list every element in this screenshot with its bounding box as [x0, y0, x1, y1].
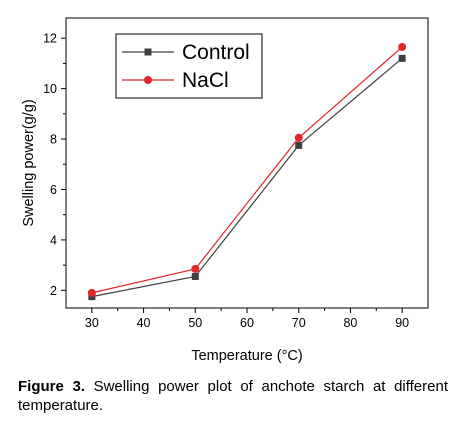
series-nacl	[87, 43, 407, 297]
series-line-control	[91, 57, 403, 298]
x-tick-label: 80	[343, 316, 357, 330]
y-tick-label: 8	[50, 133, 57, 147]
y-tick-label: 2	[50, 284, 57, 298]
caption-text: Swelling power plot of anchote starch at…	[18, 378, 448, 414]
data-point-nacl	[294, 133, 303, 142]
x-tick-label: 60	[240, 316, 254, 330]
y-tick-label: 6	[50, 183, 57, 197]
data-point-control	[295, 141, 303, 149]
x-tick-label: 40	[137, 316, 151, 330]
series-layer	[87, 43, 407, 301]
y-axis-title: Swelling power(g/g)	[21, 99, 37, 226]
legend-marker-control	[144, 48, 152, 56]
legend-label-control: Control	[182, 41, 250, 64]
x-tick-label: 90	[395, 316, 409, 330]
data-point-nacl	[191, 264, 200, 273]
x-tick-label: 30	[85, 316, 99, 330]
x-tick-label: 50	[188, 316, 202, 330]
data-point-nacl	[87, 288, 96, 297]
caption-label: Figure 3.	[18, 378, 85, 395]
x-axis-ticks: 30 40 50 60 70 80 90	[85, 308, 409, 330]
legend-label-nacl: NaCl	[182, 69, 229, 92]
data-point-nacl	[398, 43, 407, 51]
legend: Control NaCl	[115, 33, 263, 99]
legend-marker-nacl	[144, 76, 152, 84]
x-axis-title-label: Temperature	[191, 348, 272, 364]
chart-svg: 30 40 50 60 70 80 90 2 4 6 8 10 12 Control NaCl Swel…	[21, 17, 429, 364]
x-axis-title-unit: (°C)	[277, 348, 303, 364]
y-tick-label: 4	[50, 233, 57, 247]
y-tick-label: 12	[43, 32, 57, 46]
x-axis-title: Temperature (°C)	[191, 348, 302, 364]
y-tick-label: 10	[43, 82, 57, 96]
data-point-control	[398, 54, 406, 62]
swelling-power-chart: 30 40 50 60 70 80 90 2 4 6 8 10 12 Control NaCl Swel…	[21, 17, 429, 364]
y-axis-ticks: 2 4 6 8 10 12	[43, 32, 66, 298]
figure-caption: Figure 3. Swelling power plot of anchote…	[18, 377, 448, 415]
series-line-nacl	[91, 46, 403, 294]
data-point-control	[191, 272, 199, 280]
legend-box	[115, 33, 263, 99]
x-tick-label: 70	[292, 316, 306, 330]
